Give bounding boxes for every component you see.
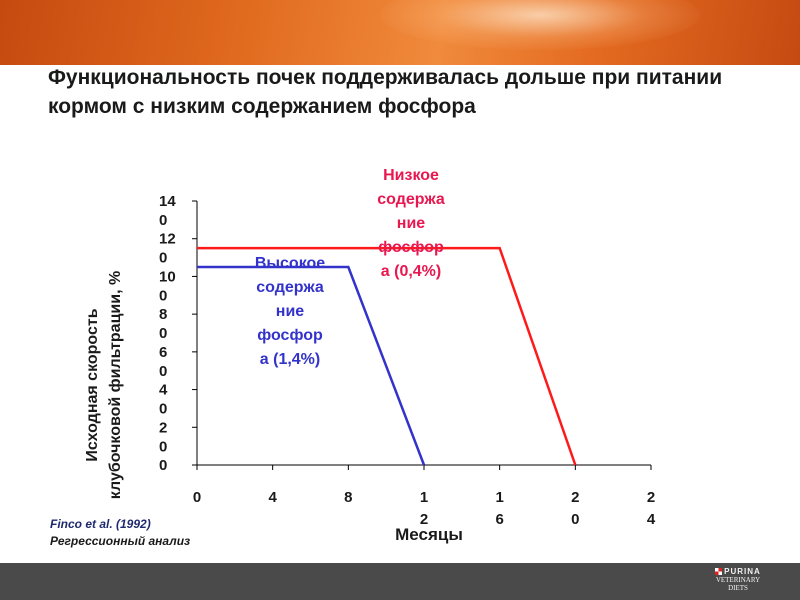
y-tick-label: 12: [159, 231, 176, 248]
y-tick-label: 0: [159, 325, 167, 342]
slide-title: Функциональность почек поддерживалась до…: [48, 66, 723, 118]
y-tick-label: 0: [159, 438, 167, 455]
y-tick-label: 10: [159, 268, 176, 285]
y-tick-label: 0: [159, 287, 167, 304]
y-tick-label: 14: [159, 193, 176, 210]
x-tick-label: 4: [268, 489, 277, 506]
logo-sub1: VETERINARY: [715, 576, 761, 584]
logo-sub2: DIETS: [728, 584, 748, 592]
y-tick-label: 2: [159, 419, 167, 436]
x-tick-label: 2: [420, 511, 428, 528]
series-label-low: содержа: [377, 191, 445, 208]
purina-logo: PURINA VETERINARY DIETS: [710, 567, 766, 592]
x-tick-label: 2: [647, 489, 655, 506]
y-tick-label: 6: [159, 344, 167, 361]
y-tick-label: 0: [159, 363, 167, 380]
series-label-low: Низкое: [383, 167, 439, 184]
series-line-high: [197, 265, 426, 466]
x-tick-label: 4: [647, 511, 656, 528]
x-tick-label: 6: [495, 511, 503, 528]
y-tick-label: 8: [159, 306, 167, 323]
x-tick-label: 2: [571, 489, 579, 506]
series-label-high: содержа: [256, 279, 324, 296]
source-citation: Finco et al. (1992): [50, 517, 151, 531]
y-axis-label: клубочковой фильтрации, %: [107, 271, 124, 499]
y-tick-label: 4: [159, 382, 168, 399]
logo-brand: PURINA: [724, 567, 761, 576]
y-tick-label: 0: [159, 457, 167, 474]
y-axis-label: Исходная скорость: [84, 308, 101, 461]
series-label-high: а (1,4%): [260, 351, 320, 368]
series-label-low: ние: [397, 215, 426, 232]
x-tick-label: 0: [193, 489, 201, 506]
series-line-low: [197, 246, 577, 466]
y-tick-label: 0: [159, 212, 167, 229]
x-tick-label: 1: [420, 489, 428, 506]
x-axis-label: Месяцы: [395, 525, 463, 544]
checkerboard-icon: [715, 568, 723, 576]
y-tick-label: 0: [159, 401, 167, 418]
series-label-low: а (0,4%): [381, 263, 441, 280]
series-label-high: ние: [276, 303, 305, 320]
series-label-low: фосфор: [378, 239, 444, 256]
header-banner: [0, 0, 800, 65]
source-method: Регрессионный анализ: [50, 534, 190, 548]
x-tick-label: 1: [495, 489, 503, 506]
series-label-high: фосфор: [257, 327, 323, 344]
x-tick-label: 8: [344, 489, 352, 506]
x-tick-label: 0: [571, 511, 579, 528]
y-tick-label: 0: [159, 250, 167, 267]
footer-bar: PURINA VETERINARY DIETS: [0, 563, 800, 600]
series-label-high: Высокое: [255, 255, 325, 272]
